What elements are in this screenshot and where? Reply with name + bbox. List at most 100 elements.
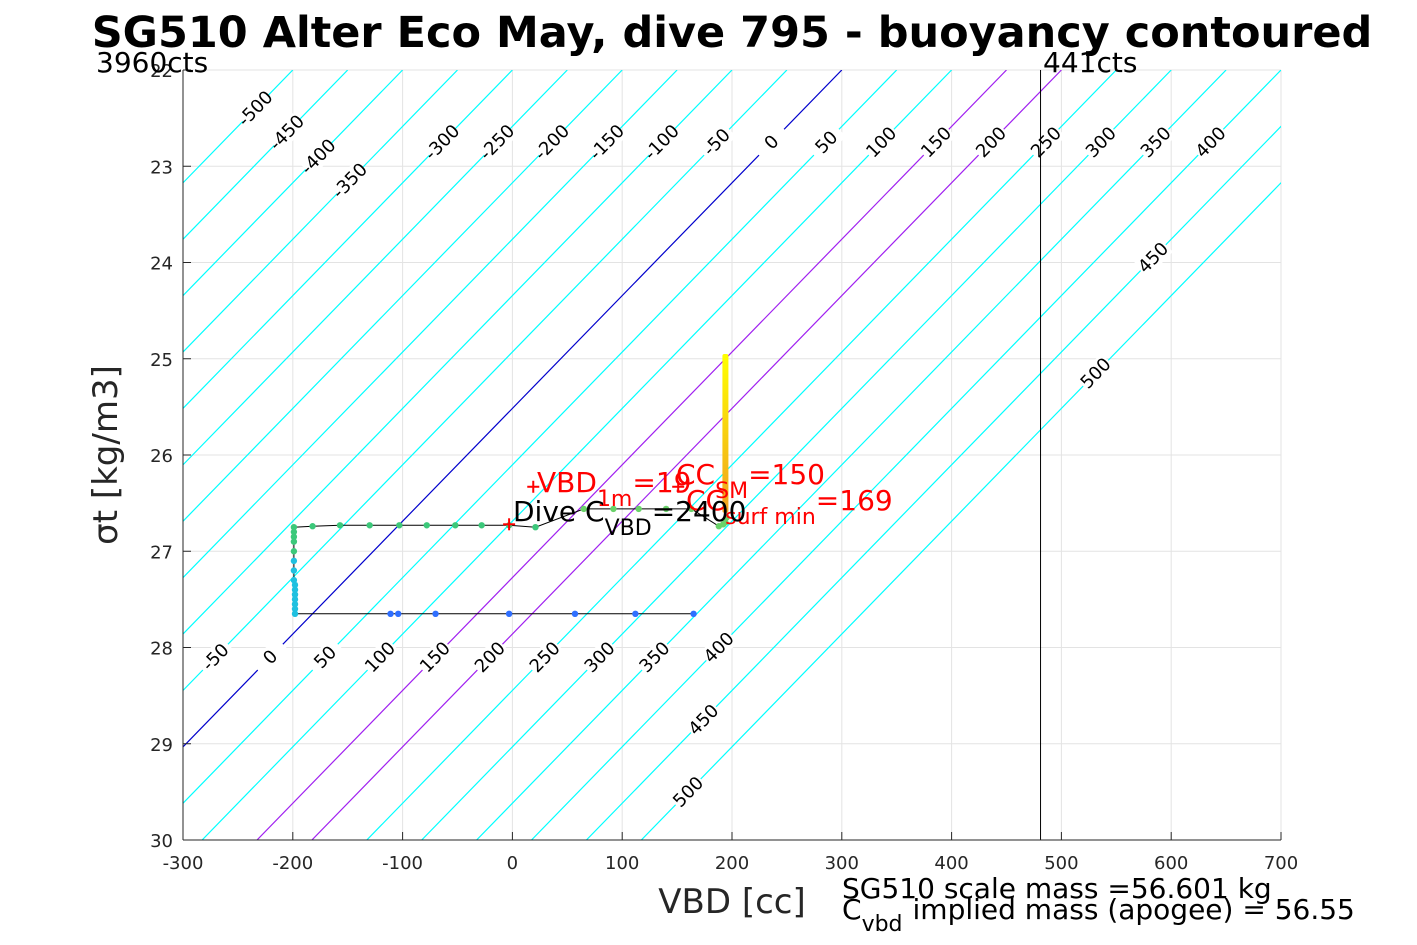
data-point bbox=[571, 610, 579, 618]
contour-label-bg bbox=[1081, 122, 1121, 163]
contour-line bbox=[183, 70, 623, 523]
contour-line bbox=[183, 70, 568, 466]
cc-sm-annotation: CCSM=150 bbox=[676, 458, 825, 504]
y-tick-label: 30 bbox=[150, 831, 173, 852]
cc-surf-min-val: =169 bbox=[816, 484, 893, 517]
contour-line bbox=[640, 181, 1281, 840]
contour-line bbox=[476, 70, 1227, 840]
contour-label-bg bbox=[235, 88, 276, 129]
y-tick-label: 25 bbox=[150, 350, 173, 371]
data-point bbox=[432, 610, 439, 618]
data-point bbox=[290, 528, 298, 536]
data-point bbox=[291, 581, 299, 589]
implied-mass-main: C bbox=[842, 893, 862, 926]
contour-label-bg bbox=[579, 637, 620, 677]
contour-line bbox=[183, 70, 898, 805]
data-point bbox=[452, 522, 459, 529]
contour-label-bg bbox=[642, 122, 682, 163]
contour-label-bg bbox=[415, 637, 455, 677]
data-point bbox=[632, 610, 639, 618]
x-tick-label: 200 bbox=[715, 853, 749, 874]
data-point bbox=[688, 505, 695, 513]
contour-line bbox=[256, 70, 1007, 840]
x-tick-label: 300 bbox=[825, 853, 859, 874]
y-tick-label: 22 bbox=[150, 61, 173, 82]
data-point bbox=[309, 523, 316, 530]
data-point bbox=[387, 610, 394, 618]
implied-mass-text: Cvbd implied mass (apogee) = 56.55 bbox=[842, 893, 1355, 937]
data-point bbox=[722, 519, 729, 526]
contour-label-bg bbox=[696, 122, 737, 163]
data-point bbox=[291, 610, 299, 618]
x-tick-label: 700 bbox=[1264, 853, 1298, 874]
dive-cvbd-sub: VBD bbox=[605, 516, 652, 541]
contour-label-bg bbox=[250, 637, 291, 677]
data-point bbox=[505, 610, 513, 618]
y-tick-label: 29 bbox=[150, 735, 173, 756]
y-axis-label: σt [kg/m3] bbox=[86, 365, 126, 545]
axes bbox=[182, 69, 1282, 841]
contour-label-bg bbox=[971, 122, 1011, 163]
count-label-right: 441cts bbox=[1043, 46, 1137, 79]
data-point bbox=[366, 522, 373, 529]
data-series bbox=[290, 353, 730, 618]
y-tick-label: 24 bbox=[150, 254, 173, 275]
contour-line bbox=[531, 70, 1281, 840]
cc-surf-min-main: CC bbox=[686, 484, 725, 517]
contour-label-bg bbox=[1136, 122, 1176, 163]
contour-label-bg bbox=[422, 122, 462, 163]
cc-sm-sub: SM bbox=[715, 479, 748, 504]
contour-label-bg bbox=[1191, 122, 1231, 163]
contour-line bbox=[183, 70, 513, 410]
data-point bbox=[290, 576, 298, 584]
dive-cvbd-annotation: Dive CVBD=2400 bbox=[513, 495, 746, 541]
y-tick-label: 27 bbox=[150, 542, 173, 563]
contour-label-bg bbox=[668, 772, 708, 812]
contour-label-bg bbox=[470, 637, 510, 677]
count-label-left: 3960cts bbox=[96, 46, 208, 79]
x-tick-label: 0 bbox=[507, 853, 518, 874]
contour-line bbox=[183, 70, 458, 353]
contour-line bbox=[183, 70, 678, 579]
data-point bbox=[635, 505, 642, 513]
contour-label-bg bbox=[298, 136, 339, 177]
y-tick-label: 26 bbox=[150, 446, 173, 467]
contour-line bbox=[311, 70, 1062, 840]
data-point bbox=[336, 522, 344, 529]
ascent-trace bbox=[722, 353, 729, 513]
scale-mass-text: SG510 scale mass =56.601 kg bbox=[842, 872, 1272, 905]
data-point bbox=[290, 523, 298, 531]
cc-surf-min-sub: surf min bbox=[725, 505, 816, 530]
vbd-1m-annotation: VBD1m=19 bbox=[537, 466, 691, 512]
contour-label-bg bbox=[699, 627, 739, 668]
contour-line bbox=[183, 70, 843, 748]
contour-label-bg bbox=[683, 699, 724, 740]
data-point bbox=[291, 586, 299, 593]
y-tick-label: 23 bbox=[150, 157, 173, 178]
x-tick-label: -200 bbox=[272, 853, 313, 874]
data-point bbox=[478, 522, 485, 529]
implied-mass-sub: vbd bbox=[862, 912, 903, 937]
cc-sm-main: CC bbox=[676, 458, 715, 491]
contour-line bbox=[183, 70, 788, 692]
data-point bbox=[291, 591, 299, 598]
contour-label-bg bbox=[587, 122, 627, 163]
contour-label-bg bbox=[751, 122, 792, 163]
contour-label-bg bbox=[1026, 122, 1066, 163]
dive-cvbd-val: =2400 bbox=[652, 495, 747, 528]
contour-label-bg bbox=[806, 122, 847, 163]
vbd-1m-main: VBD bbox=[537, 466, 597, 499]
contour-label-bg bbox=[634, 637, 675, 677]
contour-line bbox=[183, 70, 349, 241]
contour-line bbox=[183, 70, 404, 297]
data-point bbox=[723, 514, 730, 521]
data-point bbox=[396, 522, 403, 529]
contour-label-bg bbox=[916, 122, 956, 163]
contour-label-bg bbox=[267, 112, 307, 153]
dive-cvbd-main: Dive C bbox=[513, 495, 605, 528]
x-tick-label: 100 bbox=[605, 853, 639, 874]
contour-label-bg bbox=[861, 122, 902, 163]
contour-label-bg bbox=[360, 637, 400, 677]
vbd-1m-val: =19 bbox=[632, 466, 691, 499]
